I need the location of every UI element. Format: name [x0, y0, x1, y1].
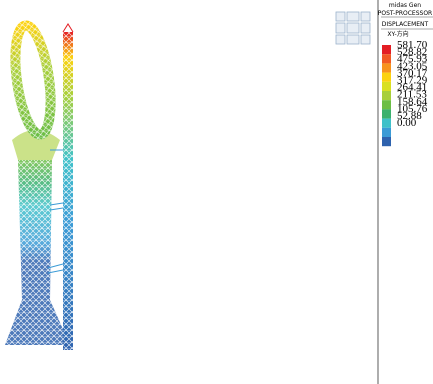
legend-swatch: [382, 73, 391, 82]
structure: [5, 23, 73, 350]
legend-swatch: [382, 63, 391, 72]
component: XY-方向: [387, 30, 408, 38]
legend-swatch: [382, 100, 391, 109]
view-cube[interactable]: [336, 12, 370, 44]
screen: midas Gen POST-PROCESSOR DISPLACEMENT XY…: [0, 0, 433, 384]
legend-swatch: [382, 109, 391, 118]
legend-value: 0.00: [397, 117, 417, 129]
legend: 581.70528.82475.93423.05370.17317.29264.…: [382, 39, 428, 146]
legend-swatch: [382, 128, 391, 137]
legend-swatch: [382, 91, 391, 100]
product-name: midas Gen: [389, 2, 421, 9]
model-view: midas Gen POST-PROCESSOR DISPLACEMENT XY…: [0, 0, 433, 384]
module-name: POST-PROCESSOR: [378, 10, 432, 17]
legend-swatch: [382, 137, 391, 146]
legend-swatch: [382, 54, 391, 63]
result-type: DISPLACEMENT: [382, 21, 429, 28]
legend-swatch: [382, 82, 391, 91]
legend-swatch: [382, 119, 391, 128]
legend-swatch: [382, 45, 391, 54]
